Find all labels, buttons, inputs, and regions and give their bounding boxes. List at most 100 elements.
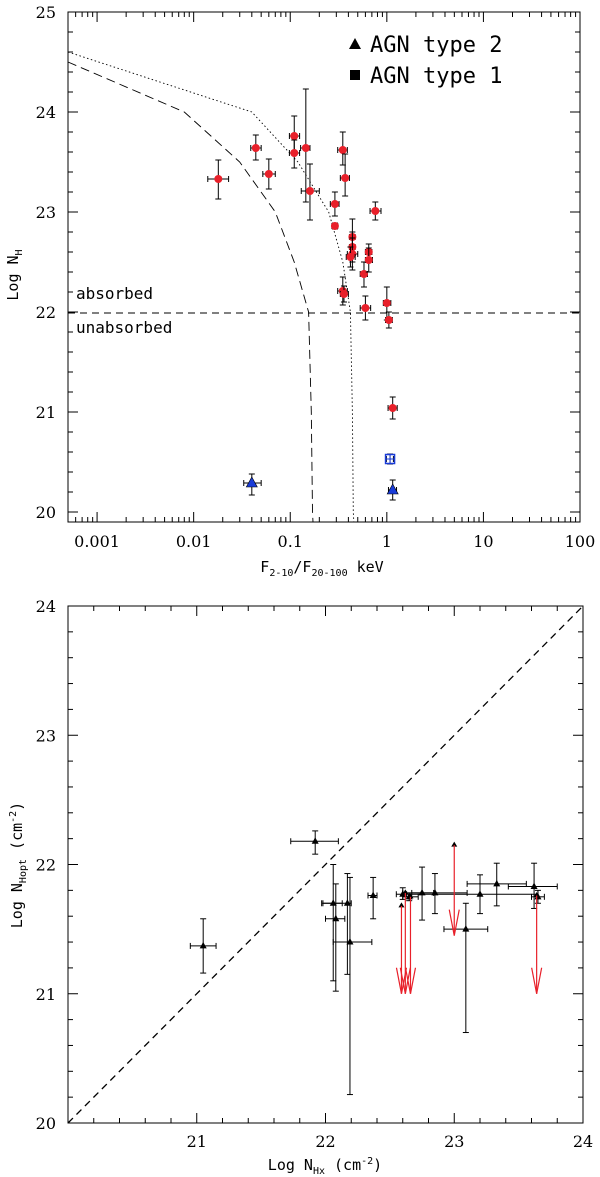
data-point — [402, 873, 468, 915]
bottom-y-axis-label: Log NHopt (cm-2) — [8, 802, 29, 928]
data-point — [384, 453, 396, 465]
point-marker — [384, 316, 393, 324]
top-x-axis-label: F2-10/F20-100 keV — [260, 558, 383, 579]
upper-limit-arrow — [404, 893, 417, 994]
point-marker — [346, 253, 355, 261]
data-point — [300, 88, 311, 203]
data-point — [339, 153, 350, 197]
point-marker — [251, 144, 260, 152]
x-tick-label: 10 — [473, 532, 493, 551]
data-point — [466, 862, 527, 907]
data-point — [384, 311, 393, 329]
legend-square-marker — [350, 70, 360, 80]
triangle-marker — [343, 899, 351, 906]
triangle-marker — [245, 476, 258, 488]
legend-triangle-marker — [349, 38, 361, 49]
bottom-x-axis-label: Log NHx (cm-2) — [268, 1156, 382, 1177]
data-point — [337, 131, 348, 166]
top-y-axis-label: Log NH — [4, 249, 25, 300]
arrow-head — [404, 967, 417, 994]
data-point — [339, 285, 349, 303]
triangle-marker — [493, 879, 501, 887]
y-tick-label: 25 — [36, 3, 56, 22]
x-tick-label: 0.1 — [278, 532, 303, 551]
data-point — [290, 830, 339, 855]
data-point — [189, 918, 217, 974]
x-tick-label: 23 — [444, 1132, 464, 1151]
data-point — [359, 261, 368, 288]
x-tick-label: 21 — [187, 1132, 207, 1151]
data-point — [382, 286, 392, 321]
point-marker — [214, 175, 223, 183]
data-point — [330, 222, 339, 230]
triangle-marker — [369, 891, 377, 899]
triangle-marker — [407, 893, 414, 899]
top-model-curves — [67, 51, 355, 523]
data-point — [300, 163, 320, 221]
triangle-marker — [530, 882, 538, 889]
y-tick-label: 21 — [36, 403, 56, 422]
top-axis-ticks: 0.001 0.01 0.1 1 10 100 20 21 22 23 24 25 — [36, 3, 596, 551]
y-tick-label: 21 — [36, 985, 56, 1004]
point-marker — [371, 207, 380, 215]
arrow-head — [531, 967, 543, 994]
arrow-head — [448, 909, 460, 936]
triangle-marker — [311, 837, 319, 844]
y-tick-label: 22 — [36, 856, 56, 875]
data-point — [367, 876, 378, 920]
data-point — [411, 866, 435, 921]
point-marker — [330, 222, 339, 230]
bottom-axis-ticks: 21 22 23 24 20 21 22 23 24 — [36, 597, 594, 1151]
legend: AGN type 2 AGN type 1 — [349, 33, 502, 89]
data-point — [364, 247, 373, 273]
upper-limit-arrows — [395, 841, 543, 994]
x-tick-label: 0.001 — [74, 532, 120, 551]
data-point — [262, 158, 276, 190]
data-point — [325, 883, 346, 992]
triangle-marker — [386, 483, 399, 495]
triangle-marker — [476, 890, 484, 897]
data-point — [402, 874, 539, 915]
top-plot-frame — [67, 11, 581, 523]
top-data-points — [207, 88, 399, 501]
data-point — [369, 201, 382, 221]
y-tick-label: 20 — [36, 503, 56, 522]
triangle-marker — [199, 941, 207, 949]
point-marker — [341, 174, 350, 182]
upper-limit-arrow — [399, 889, 411, 994]
upper-limit-arrow — [531, 892, 543, 994]
point-marker — [305, 187, 314, 195]
upper-limit-arrow — [448, 841, 460, 936]
point-marker — [382, 299, 391, 307]
data-point — [250, 134, 262, 161]
point-marker — [338, 146, 347, 154]
x-tick-label: 0.01 — [176, 532, 212, 551]
point-marker — [301, 144, 310, 152]
legend-label-agn-type-2: AGN type 2 — [370, 33, 502, 58]
bottom-scatter-panel: 21 22 23 24 20 21 22 23 24 Log NHx (cm-2) Log NH… — [8, 597, 593, 1177]
triangle-marker — [402, 889, 409, 895]
point-marker — [330, 200, 339, 208]
y-tick-label: 22 — [36, 303, 56, 322]
absorbed-label: absorbed — [76, 284, 153, 303]
dotted-model-curve — [67, 51, 355, 523]
data-point — [321, 873, 352, 975]
point-marker — [364, 256, 373, 264]
data-point — [345, 246, 356, 268]
data-point — [443, 902, 489, 1034]
dashed-model-curve — [67, 61, 314, 523]
y-tick-label: 23 — [36, 726, 56, 745]
point-marker — [339, 290, 348, 298]
arrow-head — [399, 967, 411, 994]
y-tick-label: 24 — [36, 103, 56, 122]
point-marker — [359, 270, 368, 278]
triangle-marker — [398, 902, 405, 908]
triangle-marker — [332, 914, 340, 922]
legend-label-agn-type-1: AGN type 1 — [370, 64, 502, 89]
data-point — [322, 864, 343, 982]
bottom-plot-frame — [67, 605, 584, 1124]
data-point — [359, 295, 372, 321]
y-tick-label: 23 — [36, 203, 56, 222]
x-tick-label: 100 — [565, 532, 596, 551]
